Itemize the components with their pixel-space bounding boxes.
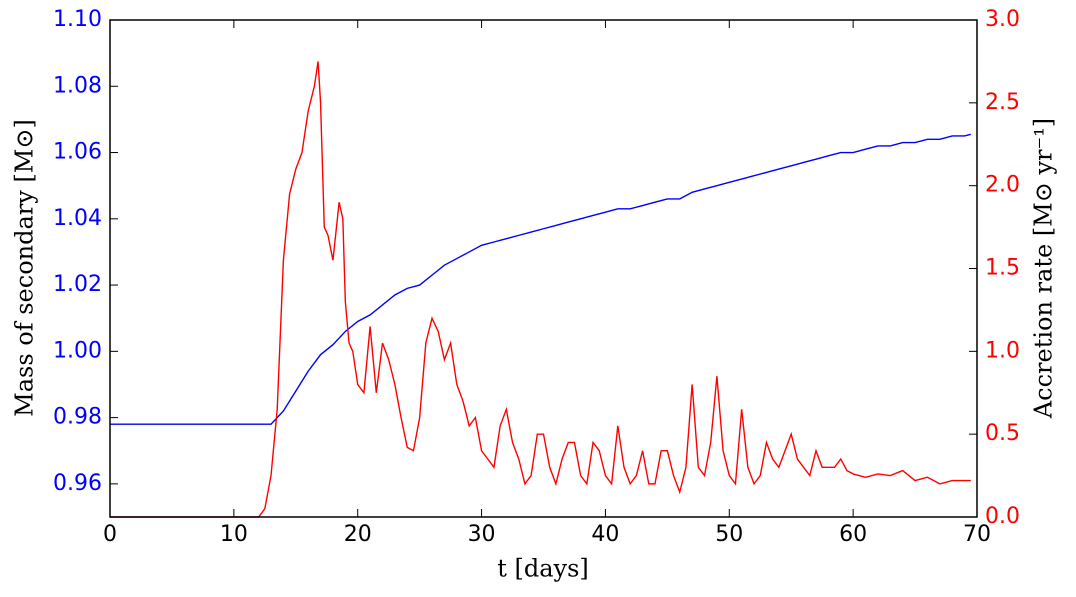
data-line — [110, 133, 971, 425]
plot-frame — [109, 19, 978, 518]
x-tick-label: 30 — [468, 522, 496, 547]
y2-tick-label: 0.5 — [985, 421, 1020, 446]
x-tick-label: 70 — [963, 522, 991, 547]
y-tick-label: 0.96 — [53, 471, 102, 496]
y-tick-label: 1.02 — [53, 272, 102, 297]
x-tick-label: 20 — [344, 522, 372, 547]
y-tick-label: 1.00 — [53, 338, 102, 363]
y-tick-label: 1.04 — [53, 206, 102, 231]
x-tick-label: 40 — [591, 522, 619, 547]
y-tick-label: 1.08 — [53, 73, 102, 98]
y2-tick-label: 1.5 — [985, 256, 1020, 281]
y2-tick-label: 2.5 — [985, 90, 1020, 115]
y2-axis-label: Accretion rate [M⊙ yr⁻¹] — [1030, 118, 1058, 419]
x-tick-label: 50 — [715, 522, 743, 547]
x-tick-label: 0 — [103, 522, 117, 547]
data-line — [110, 61, 971, 518]
y2-tick-label: 2.0 — [985, 173, 1020, 198]
y-tick-label: 1.06 — [53, 140, 102, 165]
y2-tick-label: 3.0 — [985, 7, 1020, 32]
y-tick-label: 0.98 — [53, 405, 102, 430]
x-tick-label: 10 — [220, 522, 248, 547]
x-tick-label: 60 — [839, 522, 867, 547]
y2-tick-label: 1.0 — [985, 338, 1020, 363]
y-tick-label: 1.10 — [53, 7, 102, 32]
y2-tick-label: 0.0 — [985, 504, 1020, 529]
y-axis-label: Mass of secondary [M⊙] — [11, 119, 39, 417]
x-axis-label: t [days] — [497, 555, 589, 583]
